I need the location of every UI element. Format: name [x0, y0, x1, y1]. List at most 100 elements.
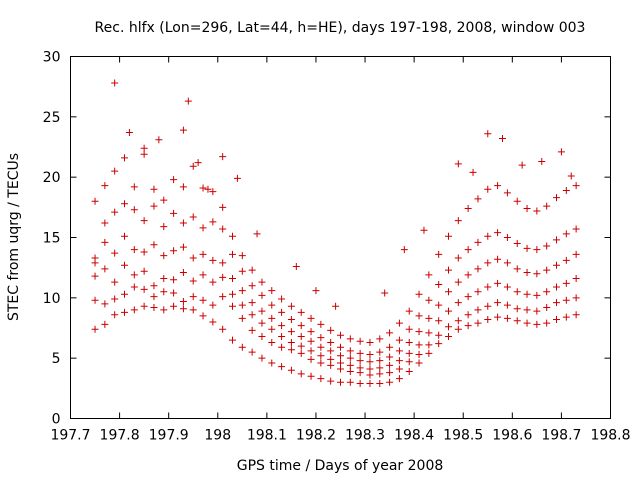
- data-point: [268, 359, 276, 367]
- data-point: [209, 301, 217, 309]
- data-point: [258, 307, 266, 315]
- data-point: [312, 287, 320, 295]
- data-point: [337, 359, 344, 367]
- x-axis-label: GPS time / Days of year 2008: [237, 458, 444, 474]
- data-point: [346, 354, 354, 362]
- data-point: [140, 150, 148, 158]
- data-point: [415, 359, 423, 367]
- data-point: [523, 290, 531, 298]
- data-point: [91, 197, 99, 205]
- data-point: [494, 299, 502, 307]
- data-point: [553, 194, 560, 202]
- data-point: [332, 302, 340, 310]
- data-point: [400, 246, 408, 254]
- data-point: [503, 301, 511, 309]
- data-point: [209, 256, 217, 264]
- data-point: [219, 273, 227, 281]
- data-point: [572, 250, 580, 258]
- data-point: [297, 342, 305, 350]
- data-point: [366, 351, 374, 359]
- x-tick-label: 198.8: [590, 428, 630, 444]
- data-point: [140, 144, 148, 152]
- data-point: [278, 343, 286, 351]
- data-point: [484, 283, 492, 291]
- data-point: [91, 259, 99, 267]
- data-point: [513, 317, 521, 325]
- data-point: [454, 317, 462, 325]
- data-point: [160, 306, 168, 314]
- data-point: [572, 182, 580, 190]
- data-point: [209, 188, 217, 196]
- data-point: [405, 367, 413, 375]
- data-point: [194, 159, 202, 167]
- data-point: [346, 367, 354, 375]
- data-point: [395, 357, 403, 365]
- data-point: [562, 313, 570, 321]
- data-point: [248, 348, 256, 356]
- data-point: [435, 317, 443, 325]
- data-point: [140, 217, 148, 225]
- data-point: [179, 243, 187, 251]
- data-point: [278, 295, 286, 303]
- data-point: [238, 301, 246, 309]
- data-point: [101, 320, 109, 328]
- data-point: [553, 283, 560, 291]
- y-axis-label: STEC from uqrg / TECUs: [6, 153, 22, 321]
- data-point: [268, 301, 276, 309]
- data-point: [503, 234, 511, 241]
- data-point: [317, 320, 325, 328]
- data-point: [415, 341, 423, 349]
- data-point: [278, 308, 286, 316]
- data-point: [111, 278, 119, 286]
- data-point: [278, 363, 286, 371]
- data-point: [543, 202, 551, 210]
- data-point: [150, 241, 158, 249]
- data-point: [238, 314, 246, 322]
- data-point: [101, 300, 109, 308]
- data-point: [484, 232, 492, 240]
- data-point: [170, 247, 178, 255]
- data-point: [445, 266, 452, 274]
- data-point: [189, 306, 197, 314]
- data-point: [474, 238, 482, 246]
- data-point: [199, 250, 207, 258]
- data-point: [445, 323, 452, 331]
- data-point: [327, 338, 335, 346]
- data-point: [386, 353, 394, 361]
- data-point: [209, 218, 217, 226]
- data-point: [376, 380, 384, 388]
- data-point: [395, 336, 403, 344]
- data-point: [317, 359, 325, 367]
- data-point: [238, 287, 246, 295]
- data-point: [317, 334, 325, 342]
- data-point: [278, 332, 286, 340]
- data-point: [562, 296, 570, 304]
- data-point: [307, 328, 315, 336]
- data-point: [233, 174, 241, 182]
- data-point: [484, 316, 492, 324]
- data-point: [567, 172, 575, 180]
- data-point: [179, 183, 187, 191]
- data-point: [405, 338, 413, 346]
- data-point: [307, 355, 315, 363]
- data-point: [229, 302, 236, 310]
- data-point: [553, 261, 560, 269]
- data-point: [562, 256, 570, 264]
- data-point: [160, 288, 168, 296]
- x-tick-label: 198.5: [443, 428, 483, 444]
- data-point: [278, 322, 286, 330]
- data-point: [464, 246, 472, 254]
- data-point: [121, 232, 128, 240]
- data-point: [204, 185, 212, 193]
- data-point: [484, 185, 492, 193]
- data-point: [366, 365, 374, 373]
- data-point: [229, 275, 236, 283]
- data-point: [170, 276, 178, 284]
- data-point: [121, 308, 128, 316]
- y-tick-label: 5: [52, 351, 61, 367]
- data-point: [454, 217, 462, 225]
- data-point: [513, 288, 521, 296]
- data-point: [111, 249, 119, 257]
- data-point: [327, 326, 335, 334]
- data-point: [518, 161, 526, 169]
